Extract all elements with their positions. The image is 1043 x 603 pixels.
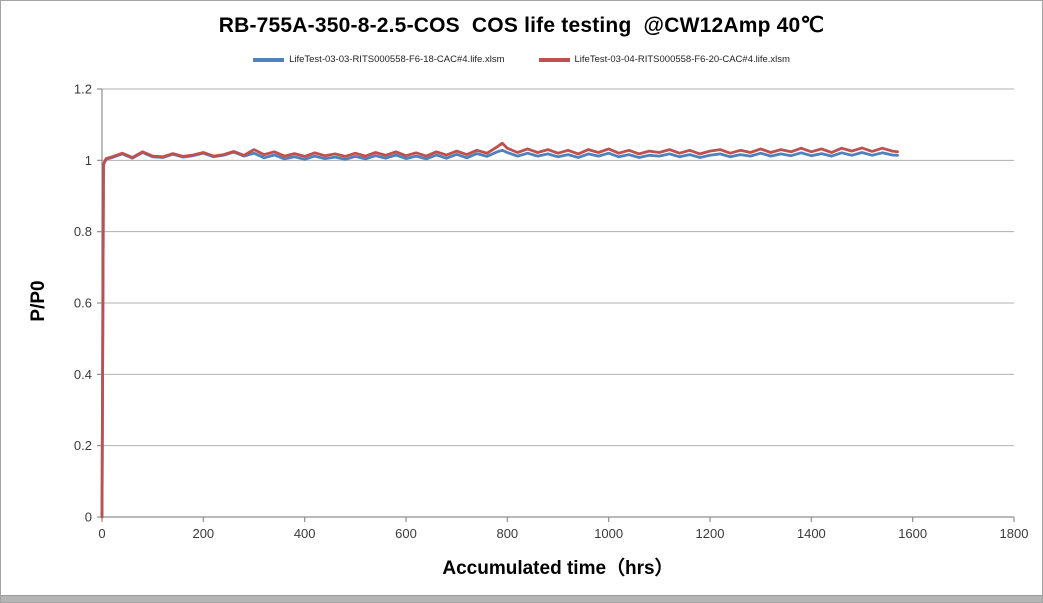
y-tick-label: 0 xyxy=(85,510,92,525)
y-tick-label: 0.2 xyxy=(74,438,92,453)
y-axis-title: P/P0 xyxy=(28,280,49,322)
y-tick-label: 0.8 xyxy=(74,224,92,239)
y-tick-label: 0.6 xyxy=(74,296,92,311)
y-tick-label: 0.4 xyxy=(74,367,92,382)
bottom-window-strip xyxy=(1,595,1042,602)
y-tick-label: 1 xyxy=(85,153,92,168)
legend-entry-series-1[interactable]: LifeTest-03-03-RITS000558-F6-18-CAC#4.li… xyxy=(253,54,505,65)
series-line-1[interactable] xyxy=(100,148,899,519)
y-tick-label: 1.2 xyxy=(74,82,92,97)
legend-label-series-1: LifeTest-03-03-RITS000558-F6-18-CAC#4.li… xyxy=(289,54,505,65)
legend-line-swatch-blue xyxy=(253,57,285,62)
x-tick-label: 1600 xyxy=(898,526,927,541)
legend-line-swatch-red xyxy=(538,57,570,62)
x-tick-label: 200 xyxy=(192,526,214,541)
x-tick-label: 1800 xyxy=(1000,526,1029,541)
legend: LifeTest-03-03-RITS000558-F6-18-CAC#4.li… xyxy=(1,54,1042,65)
x-tick-label: 600 xyxy=(395,526,417,541)
chart-title: RB-755A-350-8-2.5-COS COS life testing @… xyxy=(218,14,825,37)
x-axis-title: Accumulated time（hrs） xyxy=(442,558,674,579)
x-tick-label: 1400 xyxy=(797,526,826,541)
legend-entry-series-2[interactable]: LifeTest-03-04-RITS000558-F6-20-CAC#4.li… xyxy=(538,54,790,65)
x-tick-label: 1200 xyxy=(696,526,725,541)
x-tick-label: 800 xyxy=(496,526,518,541)
x-tick-label: 1000 xyxy=(594,526,623,541)
x-tick-label: 400 xyxy=(294,526,316,541)
legend-label-series-2: LifeTest-03-04-RITS000558-F6-20-CAC#4.li… xyxy=(574,54,790,65)
x-tick-label: 0 xyxy=(98,526,105,541)
series-line-2[interactable] xyxy=(100,141,899,519)
